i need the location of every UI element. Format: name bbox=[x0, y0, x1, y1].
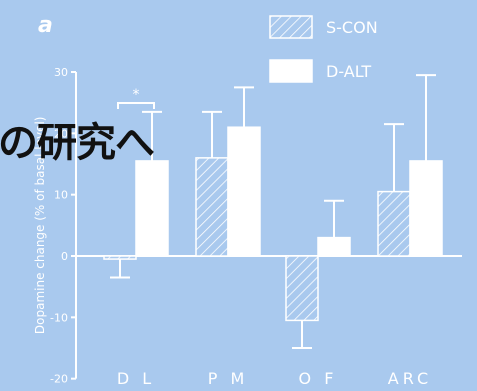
plot-area: -20 -10 0 10 20 30 Dopamine change (% of basal… bbox=[33, 15, 462, 388]
bar-s-con-dl bbox=[103, 255, 137, 260]
bar-d-alt-dl bbox=[135, 160, 169, 257]
significance-bracket bbox=[117, 102, 155, 109]
overlay-caption: の研究へ bbox=[0, 120, 155, 166]
bar-s-con-arc bbox=[377, 190, 411, 257]
significance-marker: * bbox=[133, 87, 140, 103]
legend-swatch-s-con bbox=[269, 15, 313, 39]
panel-label: a bbox=[38, 13, 53, 38]
x-tick-label: O F bbox=[299, 369, 338, 388]
y-tick-label: 30 bbox=[54, 66, 68, 79]
y-tick-label: 20 bbox=[54, 127, 68, 140]
y-tick-label: -20 bbox=[50, 373, 68, 386]
y-tick-label: 0 bbox=[61, 250, 68, 263]
y-tick-label: -10 bbox=[50, 311, 68, 324]
x-tick-label: P M bbox=[208, 369, 249, 388]
y-tick-label: 10 bbox=[54, 189, 68, 202]
legend-label-d-alt: D-ALT bbox=[326, 62, 371, 81]
y-axis-label: Dopamine change (% of basal level) bbox=[33, 117, 47, 335]
x-tick-label: ARC bbox=[388, 369, 432, 388]
x-tick-label: D L bbox=[117, 369, 155, 388]
legend-swatch-d-alt bbox=[269, 59, 313, 83]
bar-d-alt-arc bbox=[409, 160, 443, 257]
bar-s-con-pm bbox=[195, 157, 229, 257]
bar-d-alt-pm bbox=[227, 126, 261, 257]
bar-d-alt-of bbox=[317, 236, 351, 257]
legend-label-s-con: S-CON bbox=[326, 18, 378, 37]
bar-s-con-of bbox=[285, 255, 319, 322]
